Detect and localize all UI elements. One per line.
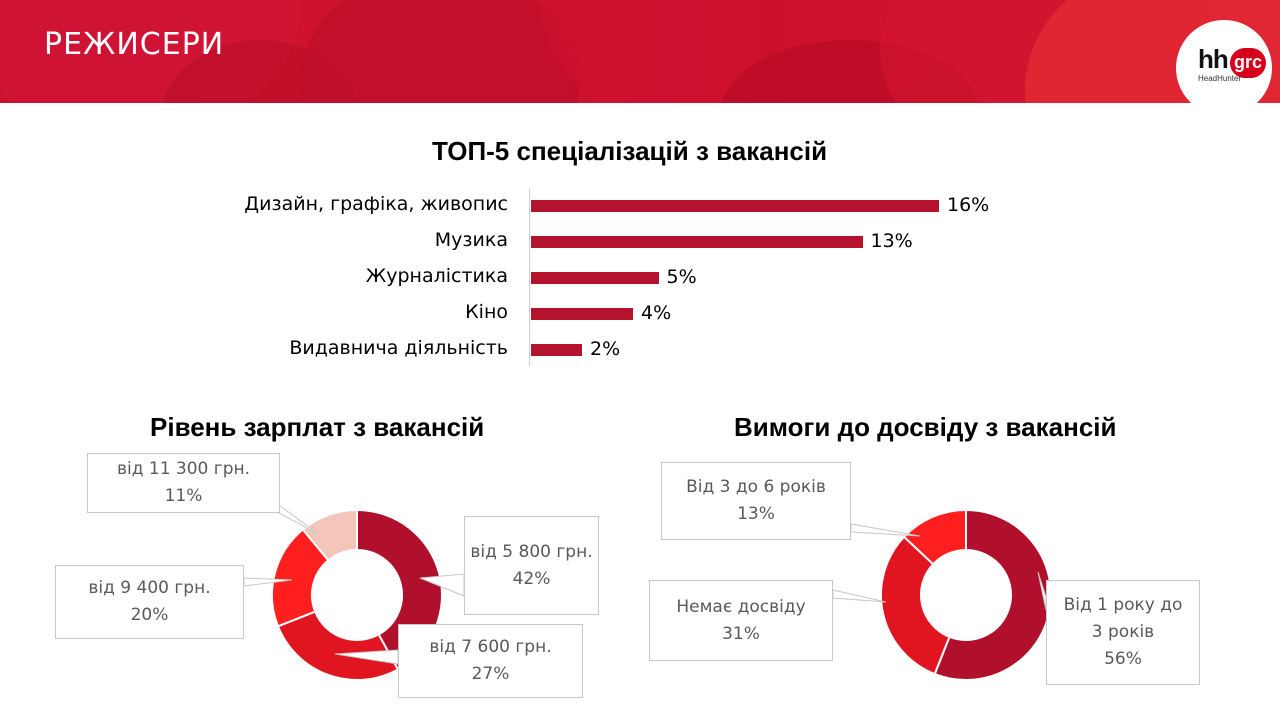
donut-slice bbox=[301, 508, 358, 562]
bar bbox=[531, 272, 659, 284]
callout-value: 42% bbox=[512, 568, 551, 589]
callout-pointer bbox=[1037, 571, 1047, 611]
salary-callout-7600: від 7 600 грн. 27% bbox=[398, 624, 583, 698]
callout-label: від 5 800 грн. bbox=[470, 541, 593, 562]
bar-chart-title: ТОП-5 спеціалізацій з вакансій bbox=[432, 136, 828, 166]
callout-pointer bbox=[832, 589, 887, 603]
experience-callout-3-6-years: Від 3 до 6 років 13% bbox=[661, 462, 851, 540]
logo-badge: grc bbox=[1230, 48, 1266, 78]
callout-label-2: 3 років bbox=[1091, 622, 1155, 642]
callout-label: Немає досвіду bbox=[676, 596, 806, 617]
logo-subtext: HeadHunter bbox=[1198, 74, 1242, 83]
callout-pointer bbox=[850, 523, 921, 537]
bar-chart-axis bbox=[529, 188, 530, 366]
bar-category-label: Видавнича діяльність bbox=[289, 337, 508, 359]
bar bbox=[531, 236, 863, 248]
bar-category-label: Дизайн, графіка, живопис bbox=[244, 193, 508, 215]
callout-label: від 7 600 грн. bbox=[429, 637, 552, 657]
callout-value: 27% bbox=[471, 664, 510, 684]
callout-value: 31% bbox=[722, 623, 760, 644]
callout-pointer bbox=[243, 577, 293, 587]
bar-value-label: 4% bbox=[641, 302, 672, 324]
bar bbox=[531, 200, 939, 212]
bar-value-label: 16% bbox=[947, 194, 990, 216]
bar-value-label: 2% bbox=[590, 338, 621, 360]
callout-pointer bbox=[334, 649, 399, 665]
bar-value-label: 13% bbox=[870, 230, 913, 252]
callout-value: 56% bbox=[1104, 649, 1142, 669]
experience-callout-no-experience: Немає досвіду 31% bbox=[649, 580, 833, 661]
salary-callout-11300: від 11 300 грн. 11% bbox=[87, 453, 280, 513]
bar-value-label: 5% bbox=[666, 266, 697, 288]
donut-slice bbox=[276, 610, 400, 681]
callout-pointer bbox=[419, 573, 465, 597]
bar-category-label: Журналістика bbox=[365, 265, 508, 287]
bar-category-label: Музика bbox=[434, 229, 508, 251]
bar bbox=[531, 344, 582, 356]
banner-decoration bbox=[300, 0, 580, 103]
salary-callout-9400: від 9 400 грн. 20% bbox=[55, 565, 244, 639]
salary-callout-5800: від 5 800 грн. 42% bbox=[464, 516, 599, 615]
donut-slice bbox=[902, 508, 967, 566]
header-banner: РЕЖИСЕРИ bbox=[0, 0, 1280, 103]
experience-chart-title: Вимоги до досвіду з вакансій bbox=[734, 412, 1117, 442]
salary-chart-title: Рівень зарплат з вакансій bbox=[150, 412, 485, 442]
callout-label: від 11 300 грн. bbox=[116, 459, 251, 479]
donut-slice bbox=[271, 528, 330, 628]
callout-label: Від 3 до 6 років bbox=[686, 477, 826, 497]
callout-pointer bbox=[278, 504, 319, 535]
callout-label: Від 1 року до bbox=[1063, 595, 1183, 615]
callout-value: 20% bbox=[130, 605, 169, 625]
bar bbox=[531, 308, 633, 320]
page-title: РЕЖИСЕРИ bbox=[44, 27, 225, 62]
callout-value: 13% bbox=[737, 504, 775, 524]
callout-value: 11% bbox=[164, 486, 203, 506]
bar-category-label: Кіно bbox=[465, 301, 508, 323]
logo-text: hh bbox=[1198, 44, 1229, 74]
headhunter-logo: hh grc HeadHunter bbox=[1176, 20, 1272, 116]
experience-callout-1-3-years: Від 1 року до 3 років 56% bbox=[1046, 580, 1200, 685]
callout-label: від 9 400 грн. bbox=[88, 578, 211, 598]
donut-slice bbox=[880, 535, 951, 676]
donut-slice bbox=[933, 508, 1052, 681]
